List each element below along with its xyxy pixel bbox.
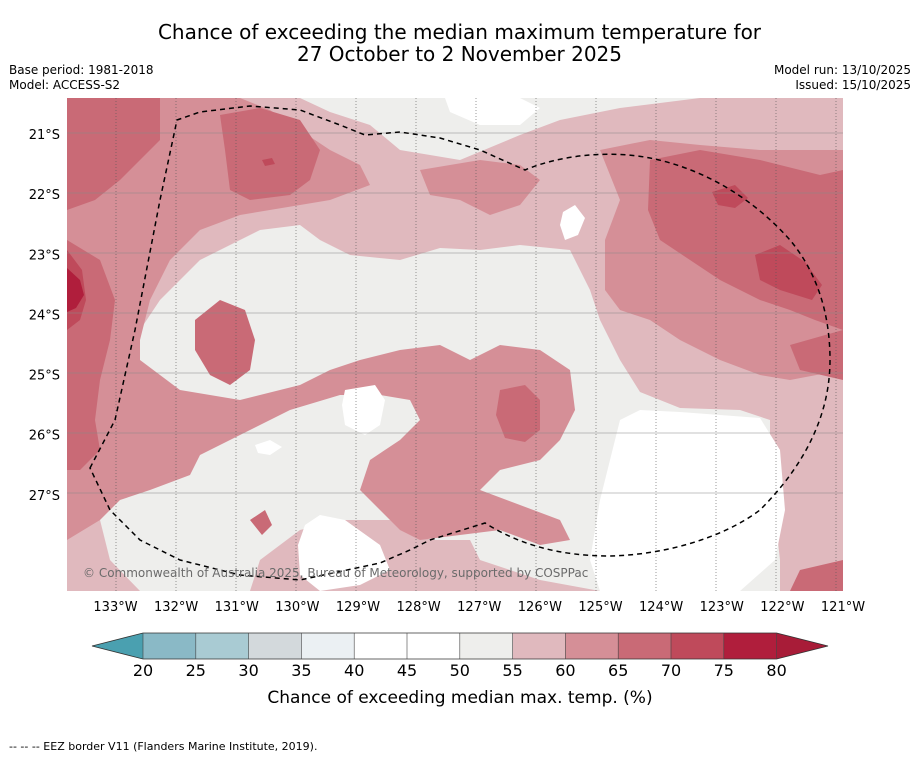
x-tick-label: 125°W [578,600,622,615]
y-tick-label: 26°S [29,429,60,444]
model-name: Model: ACCESS-S2 [9,78,121,92]
y-tick-label: 25°S [29,369,60,384]
contour-fields [67,98,843,591]
title-line-1: Chance of exceeding the median maximum t… [157,20,762,44]
x-tick-label: 128°W [397,600,441,615]
colorbar-segment [565,633,619,659]
colorbar-segment [407,633,461,659]
x-tick-label: 123°W [700,600,744,615]
x-axis: 133°W 132°W 131°W 130°W 129°W 128°W 127°W 126°W… [93,600,865,615]
y-axis: 21°S 22°S 23°S 24°S 25°S 26°S 27°S [29,128,60,504]
contour-70-75 [67,98,843,591]
base-period: Base period: 1981-2018 [9,63,154,77]
x-tick-label: 130°W [275,600,319,615]
colorbar-tick-label: 70 [661,661,681,680]
y-tick-label: 24°S [29,308,60,323]
y-tick-label: 23°S [29,248,60,263]
colorbar-tick-label: 55 [502,661,522,680]
x-tick-label: 131°W [215,600,259,615]
contour-45-55 [255,98,785,591]
colorbar-tick-label: 40 [344,661,364,680]
colorbar-segment [723,633,778,659]
x-tick-label: 127°W [457,600,501,615]
colorbar-segment [354,633,408,659]
y-tick-label: 27°S [29,489,60,504]
colorbar-tick-label: 20 [133,661,153,680]
colorbar-tick-label: 50 [450,661,470,680]
x-tick-label: 124°W [639,600,683,615]
hgridlines [67,132,843,494]
gridlines [115,98,837,591]
x-tick-label: 129°W [336,600,380,615]
issued-date: Issued: 15/10/2025 [795,78,911,92]
copyright-text: © Commonwealth of Australia 2025, Bureau… [83,566,588,580]
x-tick-label: 133°W [93,600,137,615]
y-tick-label: 22°S [29,188,60,203]
colorbar-segment [248,633,302,659]
x-tick-label: 132°W [154,600,198,615]
colorbar-tick-label: 80 [766,661,786,680]
eez-footnote: -- -- -- EEZ border V11 (Flanders Marine… [9,740,318,753]
colorbar-tick-label: 45 [397,661,417,680]
x-tick-label: 122°W [760,600,804,615]
colorbar-under-arrow [92,633,143,659]
model-run: Model run: 13/10/2025 [773,63,911,77]
colorbar: 20 25 30 35 40 45 50 55 60 65 70 75 80 [91,632,829,680]
colorbar-tick-label: 65 [608,661,628,680]
colorbar-segment [671,633,725,659]
contour-80-plus [67,268,84,312]
colorbar-segment [618,633,672,659]
colorbar-tick-label: 60 [555,661,575,680]
colorbar-segment [459,633,514,659]
colorbar-over-arrow [776,633,828,659]
x-tick-label: 126°W [518,600,562,615]
eez-border [89,105,831,581]
colorbar-label: Chance of exceeding median max. temp. (%… [267,688,652,708]
colorbar-tick-label: 35 [291,661,311,680]
x-tick-label: 121°W [821,600,865,615]
colorbar-tick-label: 75 [714,661,734,680]
colorbar-tick-label: 30 [238,661,258,680]
colorbar-segment [512,633,566,659]
colorbar-segment [301,633,355,659]
title-line-2: 27 October to 2 November 2025 [296,42,623,66]
colorbar-tick-label: 25 [186,661,206,680]
y-tick-label: 21°S [29,128,60,143]
colorbar-segment [143,633,197,659]
colorbar-segment [195,633,250,659]
